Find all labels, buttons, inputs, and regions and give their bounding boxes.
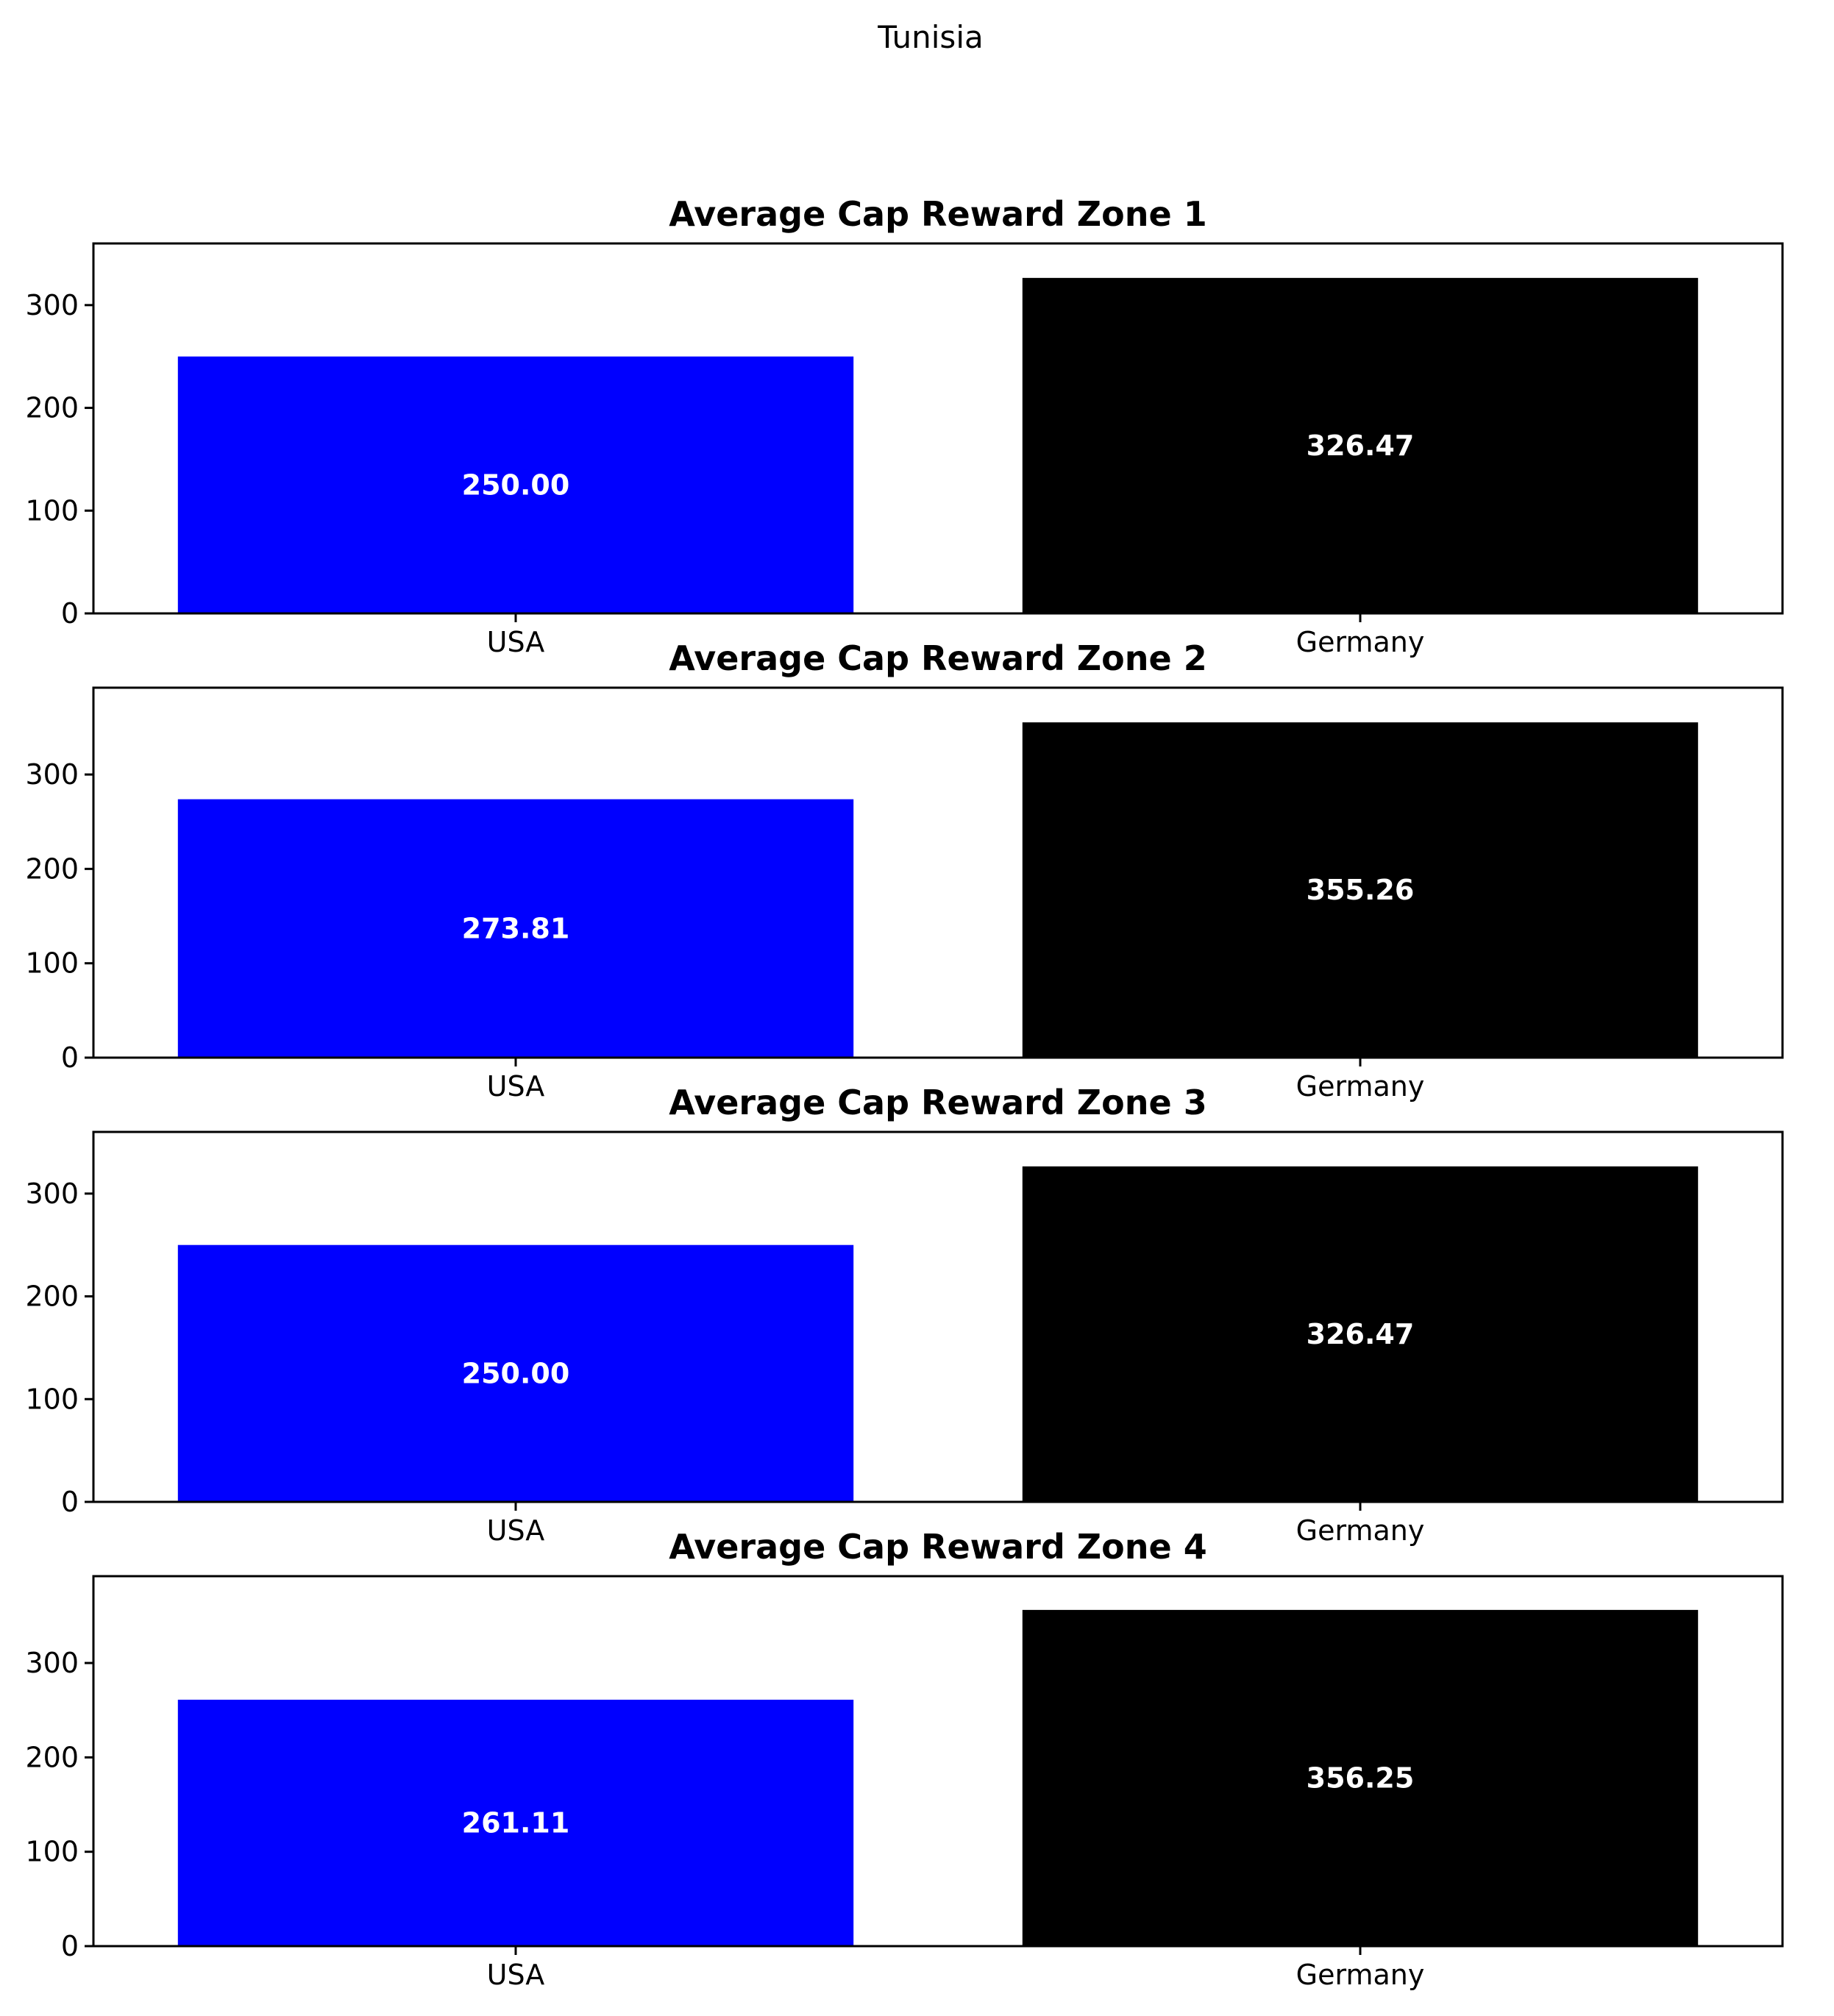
y-tick-label: 100 [25, 1836, 79, 1868]
bar-usa [177, 356, 854, 613]
y-tick-label: 200 [25, 392, 79, 424]
subplot-4: Average Cap Reward Zone 4 261.11 USA 356.25… [25, 1527, 1784, 1991]
y-tick-label: 200 [25, 1281, 79, 1313]
bar-value-label: 355.26 [1307, 874, 1415, 906]
y-tick-label: 0 [61, 1041, 79, 1074]
bar-usa [177, 1244, 854, 1502]
subplot-title: Average Cap Reward Zone 4 [669, 1527, 1206, 1567]
bar-value-label: 261.11 [462, 1806, 570, 1839]
x-tick-label: USA [487, 1514, 545, 1547]
y-tick-label: 300 [25, 1647, 79, 1679]
axes-frame [92, 686, 1784, 1059]
x-tick-label: USA [487, 1959, 545, 1991]
y-tick-label: 100 [25, 494, 79, 527]
subplot-title: Average Cap Reward Zone 1 [669, 194, 1206, 234]
y-tick-label: 200 [25, 852, 79, 885]
bar-value-label: 250.00 [462, 469, 570, 501]
subplots: Average Cap Reward Zone 1 250.00 USA 326.47… [25, 194, 1784, 1991]
bar-germany [1022, 722, 1699, 1058]
bar-germany [1022, 277, 1699, 613]
axes-frame [92, 242, 1784, 615]
bar-value-label: 273.81 [462, 912, 570, 944]
bar-value-label: 356.25 [1307, 1762, 1415, 1794]
y-tick-label: 0 [61, 1930, 79, 1962]
bar-germany [1022, 1609, 1699, 1946]
y-tick-label: 300 [25, 758, 79, 791]
bar-germany [1022, 1166, 1699, 1502]
y-tick-label: 200 [25, 1741, 79, 1773]
bar-value-label: 250.00 [462, 1357, 570, 1389]
y-tick-label: 0 [61, 1486, 79, 1518]
x-tick-label: Germany [1296, 1070, 1425, 1103]
bar-usa [177, 799, 854, 1058]
subplot-2: Average Cap Reward Zone 2 273.81 USA 355.26… [25, 638, 1784, 1103]
subplot-1: Average Cap Reward Zone 1 250.00 USA 326.47… [25, 194, 1784, 658]
x-tick-label: USA [487, 1070, 545, 1103]
axes-frame [92, 1130, 1784, 1503]
bar-value-label: 326.47 [1307, 1318, 1415, 1350]
bar-usa [177, 1699, 854, 1946]
y-tick-label: 0 [61, 597, 79, 630]
y-tick-label: 300 [25, 1178, 79, 1210]
y-tick-label: 100 [25, 947, 79, 980]
y-tick-label: 100 [25, 1383, 79, 1415]
axes-frame [92, 1575, 1784, 1948]
x-tick-label: USA [487, 626, 545, 658]
x-tick-label: Germany [1296, 1959, 1425, 1991]
x-tick-label: Germany [1296, 626, 1425, 658]
subplot-3: Average Cap Reward Zone 3 250.00 USA 326.47… [25, 1083, 1784, 1547]
bar-value-label: 326.47 [1307, 430, 1415, 462]
subplot-title: Average Cap Reward Zone 2 [669, 638, 1206, 678]
x-tick-label: Germany [1296, 1514, 1425, 1547]
figure-suptitle: Tunisia [877, 19, 983, 55]
subplot-title: Average Cap Reward Zone 3 [669, 1083, 1206, 1122]
y-tick-label: 300 [25, 289, 79, 321]
